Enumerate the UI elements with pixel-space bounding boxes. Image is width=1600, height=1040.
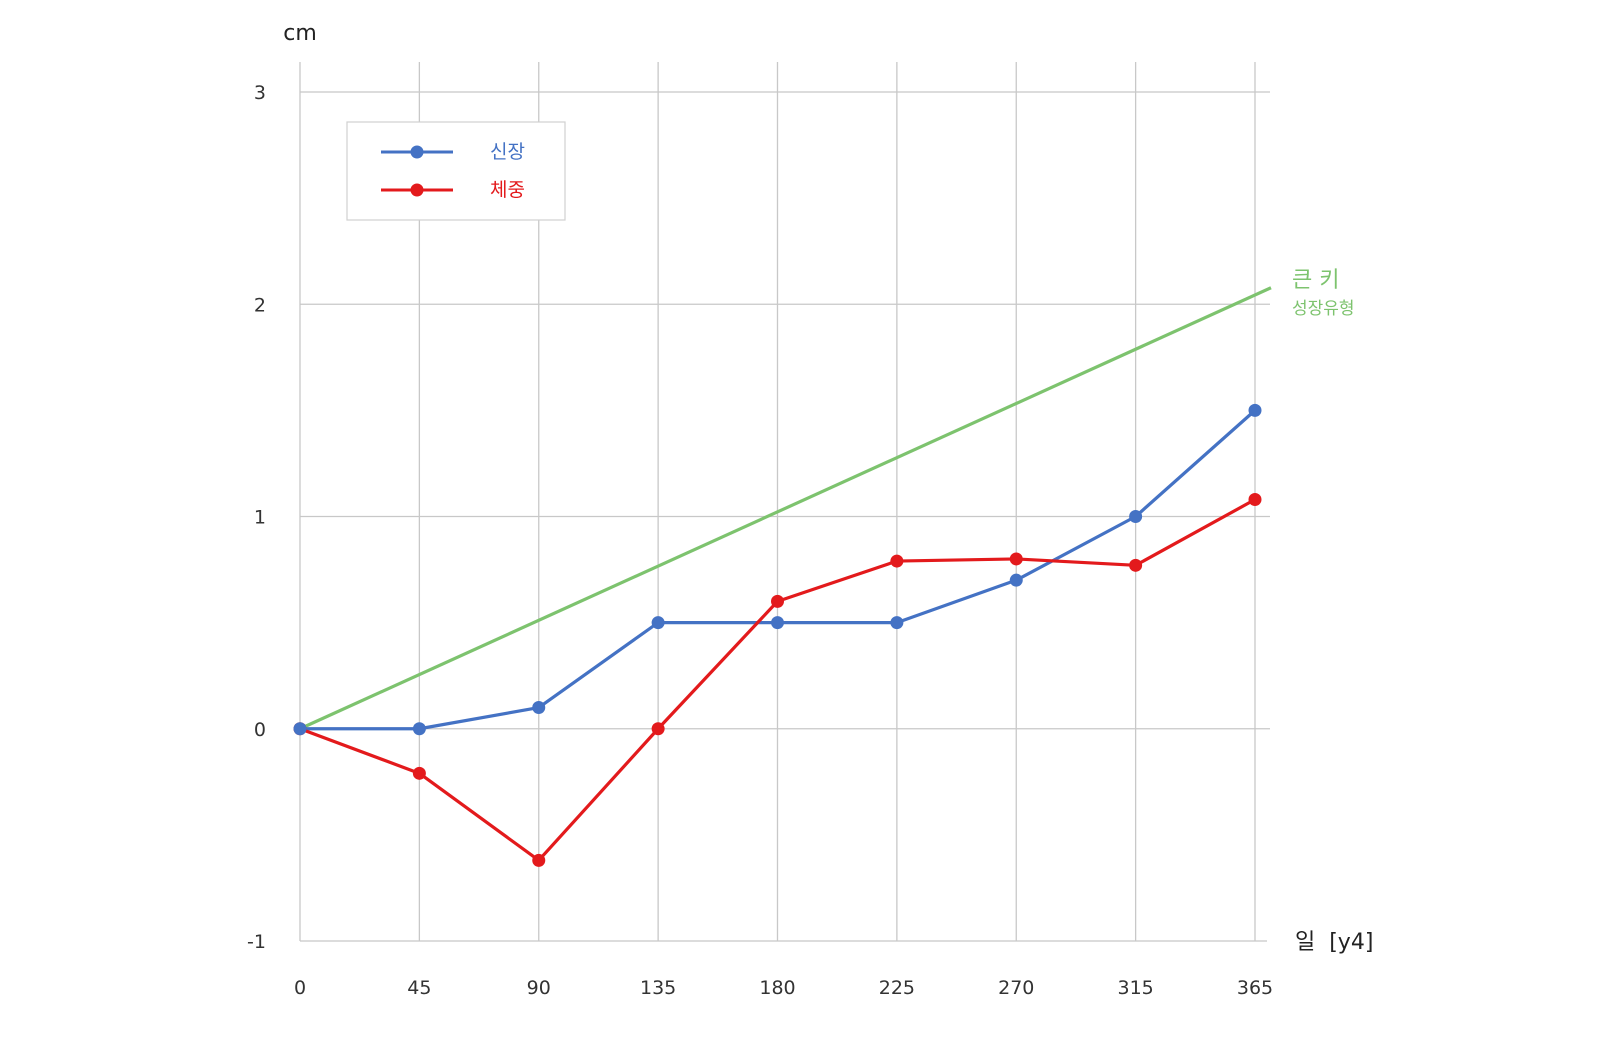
series-point-1 [890,554,904,568]
series-point-0 [771,616,784,630]
series-point-1 [532,853,546,867]
legend: 신장 체중 [346,121,566,221]
series-point-1 [1009,552,1023,566]
y-tick-labels: -1 0 1 2 3 [247,82,266,953]
x-tick-labels: 0 45 90 135 180 225 270 315 365 [294,977,1273,999]
reference-line [299,286,1272,731]
series-point-1 [412,766,426,780]
x-tick-label: 180 [759,977,795,999]
x-tick-label: 0 [294,977,306,999]
x-tick-label: 270 [998,977,1034,999]
series-group [293,403,1262,867]
series-point-1 [1248,493,1262,507]
legend-label-height: 신장 [490,141,525,163]
x-tick-label: 315 [1117,977,1153,999]
y-tick-label: 1 [254,507,266,529]
x-tick-label: 45 [407,977,431,999]
legend-marker-weight [410,183,424,197]
series-point-0 [412,722,426,736]
series-point-0 [890,616,904,630]
series-point-0 [293,722,307,736]
y-tick-label: 2 [254,294,266,316]
series-point-0 [1009,573,1023,587]
y-tick-label: 0 [254,719,266,741]
x-tick-label: 365 [1237,977,1273,999]
series-point-1 [651,722,665,736]
x-tick-label: 225 [879,977,915,999]
series-point-1 [771,594,784,608]
grid-lines [299,62,1270,942]
series-point-0 [651,616,665,630]
x-tick-label: 90 [527,977,551,999]
series-point-0 [532,701,546,715]
legend-marker-height [410,145,424,159]
y-tick-label: -1 [247,931,266,953]
x-axis-title: 일 [y4] [1295,930,1373,955]
series-point-0 [1248,403,1262,417]
series-point-1 [1129,558,1143,572]
reference-line-group [299,286,1272,731]
y-axis-title: cm [283,21,317,46]
reference-line-title: 큰 키 [1292,268,1339,293]
legend-label-weight: 체중 [490,179,525,201]
series-point-0 [1129,510,1143,523]
legend-box [346,121,566,221]
reference-line-subtitle: 성장유형 [1292,299,1355,319]
y-tick-label: 3 [254,82,266,104]
x-tick-label: 135 [640,977,676,999]
